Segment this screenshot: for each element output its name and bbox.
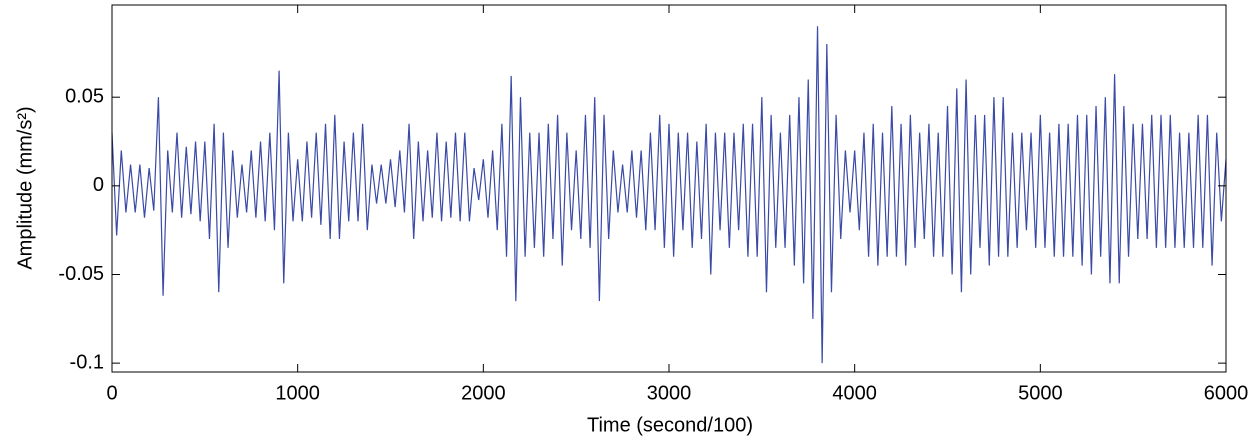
x-tick-label: 1000 [275, 382, 320, 404]
x-tick-label: 4000 [832, 382, 877, 404]
x-tick-label: 2000 [461, 382, 506, 404]
x-tick-label: 3000 [647, 382, 692, 404]
y-tick-label: -0.1 [70, 351, 104, 373]
x-tick-label: 5000 [1018, 382, 1063, 404]
y-axis-label: Amplitude (mm/s²) [14, 106, 36, 269]
y-tick-label: 0.05 [65, 85, 104, 107]
x-tick-label: 0 [106, 382, 117, 404]
x-axis-label: Time (second/100) [587, 414, 753, 436]
x-tick-label: 6000 [1204, 382, 1249, 404]
y-tick-label: 0 [93, 174, 104, 196]
signal-line [111, 26, 1227, 364]
plot-frame [111, 4, 1227, 373]
y-tick-label: -0.05 [58, 263, 104, 285]
